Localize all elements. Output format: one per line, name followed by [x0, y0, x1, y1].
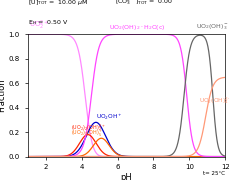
Text: $\mathregular{E_H}$ =  0.50 V: $\mathregular{E_H}$ = 0.50 V — [27, 18, 68, 27]
Text: $\mathregular{UO_2^{2+}}$: $\mathregular{UO_2^{2+}}$ — [29, 19, 49, 32]
Text: $\mathregular{(UO_2)_3(OH)_5^+}$: $\mathregular{(UO_2)_3(OH)_5^+}$ — [71, 129, 103, 140]
X-axis label: pH: pH — [120, 173, 132, 180]
Text: $\mathregular{UO_2(OH)_3^-}$: $\mathregular{UO_2(OH)_3^-}$ — [195, 22, 228, 32]
Text: $\mathregular{[CO_3^{2-}]_{TOT}}$ =  0.00: $\mathregular{[CO_3^{2-}]_{TOT}}$ = 0.00 — [114, 0, 172, 7]
Y-axis label: Fraction: Fraction — [0, 79, 6, 112]
Text: $\mathregular{[U]_{TOT}}$ =  10.00 $\mu$M: $\mathregular{[U]_{TOT}}$ = 10.00 $\mu$M — [27, 0, 87, 7]
Text: $\mathregular{UO_2OH^+}$: $\mathregular{UO_2OH^+}$ — [95, 112, 122, 122]
Text: $\mathregular{(UO_2)_2(OH)_2^{2+}}$: $\mathregular{(UO_2)_2(OH)_2^{2+}}$ — [71, 122, 105, 133]
Text: $\mathregular{UO_2(OH)_2 \cdot H_2O(c)}$: $\mathregular{UO_2(OH)_2 \cdot H_2O(c)}$ — [108, 23, 164, 32]
Text: t= 25°C: t= 25°C — [202, 171, 224, 176]
Text: $\mathregular{UO_2(OH)_4^{2-}}$: $\mathregular{UO_2(OH)_4^{2-}}$ — [199, 96, 229, 106]
